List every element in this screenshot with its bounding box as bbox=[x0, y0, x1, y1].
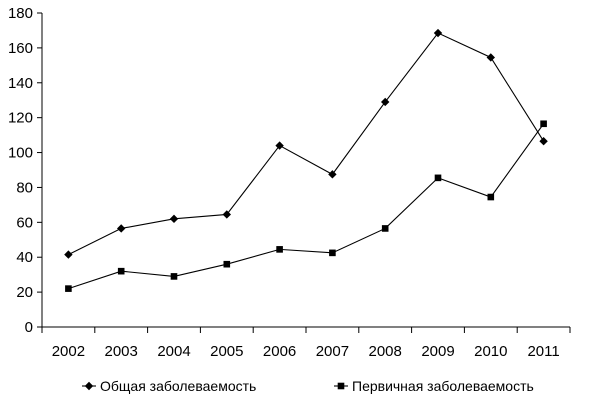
data-point bbox=[117, 224, 126, 233]
data-point bbox=[434, 174, 442, 182]
y-tick-label: 60 bbox=[16, 214, 33, 231]
data-point bbox=[223, 260, 231, 268]
y-tick-label: 140 bbox=[8, 75, 33, 92]
data-point bbox=[64, 250, 73, 259]
legend-label: Общая заболеваемость bbox=[100, 378, 256, 394]
data-point bbox=[381, 225, 389, 232]
data-point bbox=[117, 267, 125, 275]
x-tick-label: 2008 bbox=[369, 343, 402, 360]
x-tick-label: 2002 bbox=[52, 343, 85, 360]
legend-item-1: Общая заболеваемость bbox=[82, 378, 256, 394]
data-point bbox=[276, 246, 283, 253]
data-point bbox=[169, 214, 179, 224]
x-tick-label: 2004 bbox=[157, 343, 190, 360]
x-tick-label: 2009 bbox=[421, 343, 454, 360]
data-point bbox=[65, 285, 72, 292]
y-tick-label: 120 bbox=[8, 110, 33, 127]
legend: Общая заболеваемость Первичная заболеваем… bbox=[82, 378, 534, 394]
y-tick-label: 20 bbox=[16, 284, 33, 301]
data-point bbox=[222, 210, 231, 219]
x-tick-label: 2005 bbox=[210, 343, 243, 360]
legend-item-2: Первичная заболеваемость bbox=[334, 378, 534, 394]
data-point bbox=[539, 137, 548, 146]
data-point bbox=[487, 193, 495, 201]
series-1 bbox=[64, 28, 548, 259]
series-line bbox=[68, 123, 545, 290]
legend-marker bbox=[337, 382, 345, 390]
data-point bbox=[275, 141, 284, 150]
y-tick-label: 80 bbox=[16, 179, 33, 196]
x-tick-label: 2003 bbox=[105, 343, 138, 360]
data-point bbox=[329, 249, 336, 257]
data-point bbox=[170, 273, 178, 280]
x-tick-label: 2011 bbox=[527, 343, 559, 360]
y-tick-label: 180 bbox=[8, 5, 33, 22]
data-point bbox=[328, 170, 337, 179]
data-point bbox=[381, 97, 390, 107]
data-point bbox=[486, 53, 495, 62]
data-point bbox=[433, 28, 443, 38]
data-point bbox=[540, 120, 547, 128]
series-2 bbox=[65, 120, 547, 292]
y-tick-label: 160 bbox=[8, 40, 33, 57]
series-layer bbox=[64, 28, 548, 292]
y-tick-label: 0 bbox=[25, 319, 33, 336]
x-tick-label: 2006 bbox=[263, 343, 296, 360]
y-axis: 0 20 40 60 80 100 120 140 160 180 bbox=[8, 5, 43, 336]
x-axis: 2002 2003 2004 2005 2006 2007 2008 2009 2010 2011 bbox=[41, 326, 571, 360]
x-tick-label: 2010 bbox=[474, 343, 507, 360]
y-tick-label: 40 bbox=[16, 249, 33, 266]
y-tick-label: 100 bbox=[8, 145, 33, 162]
x-tick-label: 2007 bbox=[316, 343, 349, 360]
legend-marker bbox=[84, 381, 94, 391]
legend-label: Первичная заболеваемость bbox=[352, 378, 534, 394]
series-line bbox=[68, 32, 545, 256]
